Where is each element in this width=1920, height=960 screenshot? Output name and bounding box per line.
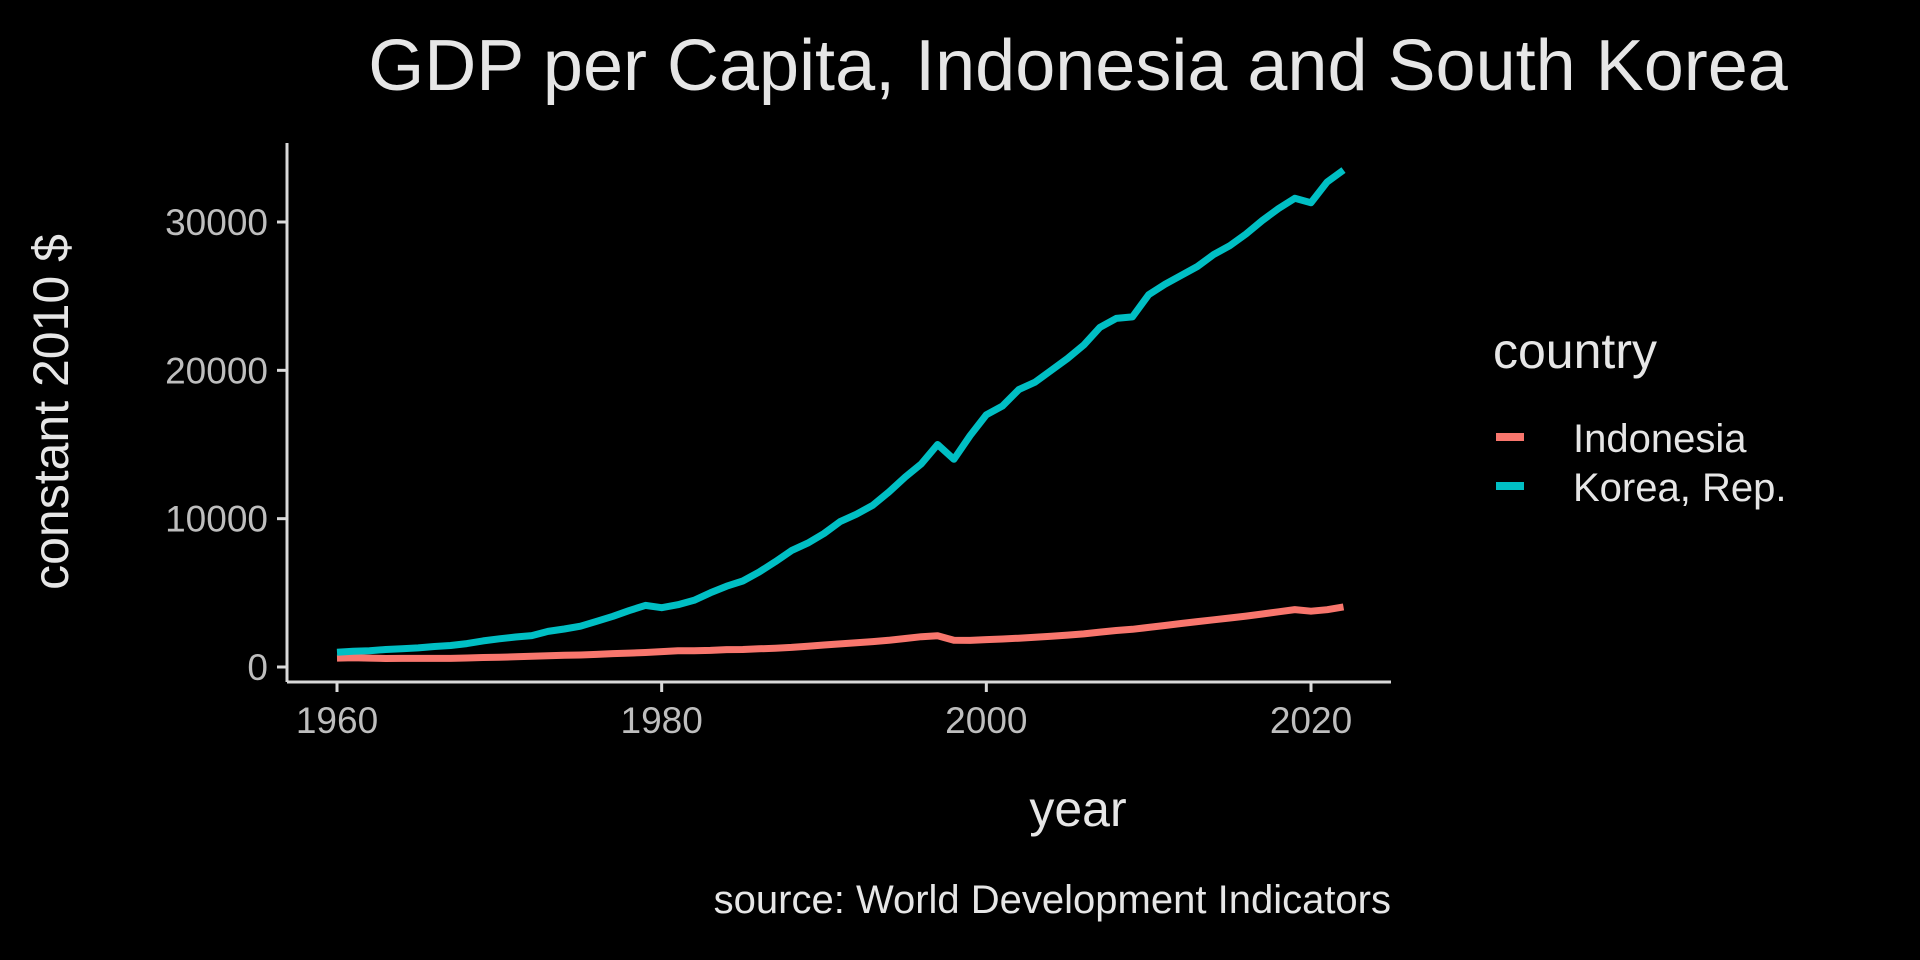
x-tick-label: 2000: [945, 700, 1027, 741]
legend: country Indonesia Korea, Rep.: [1493, 323, 1786, 510]
y-tick-label: 20000: [165, 350, 268, 391]
chart-title: GDP per Capita, Indonesia and South Kore…: [368, 26, 1789, 106]
y-tick-label: 30000: [165, 202, 268, 243]
y-axis-label: constant 2010 $: [23, 234, 79, 590]
legend-title: country: [1493, 323, 1657, 379]
x-tick-label: 2020: [1270, 700, 1352, 741]
plot-area: 0 10000 20000 30000 1960 1980 2000 2020: [165, 143, 1391, 741]
y-tick-label: 0: [247, 647, 268, 688]
legend-label-korea: Korea, Rep.: [1573, 466, 1786, 510]
series-line-indonesia: [336, 603, 1345, 662]
series-line-korea-rep: [336, 167, 1346, 656]
x-axis-label: year: [1029, 781, 1126, 837]
caption: source: World Development Indicators: [714, 878, 1391, 922]
legend-label-indonesia: Indonesia: [1573, 417, 1747, 461]
y-tick-label: 10000: [165, 499, 268, 540]
x-tick-label: 1980: [621, 700, 703, 741]
x-tick-label: 1960: [296, 700, 378, 741]
